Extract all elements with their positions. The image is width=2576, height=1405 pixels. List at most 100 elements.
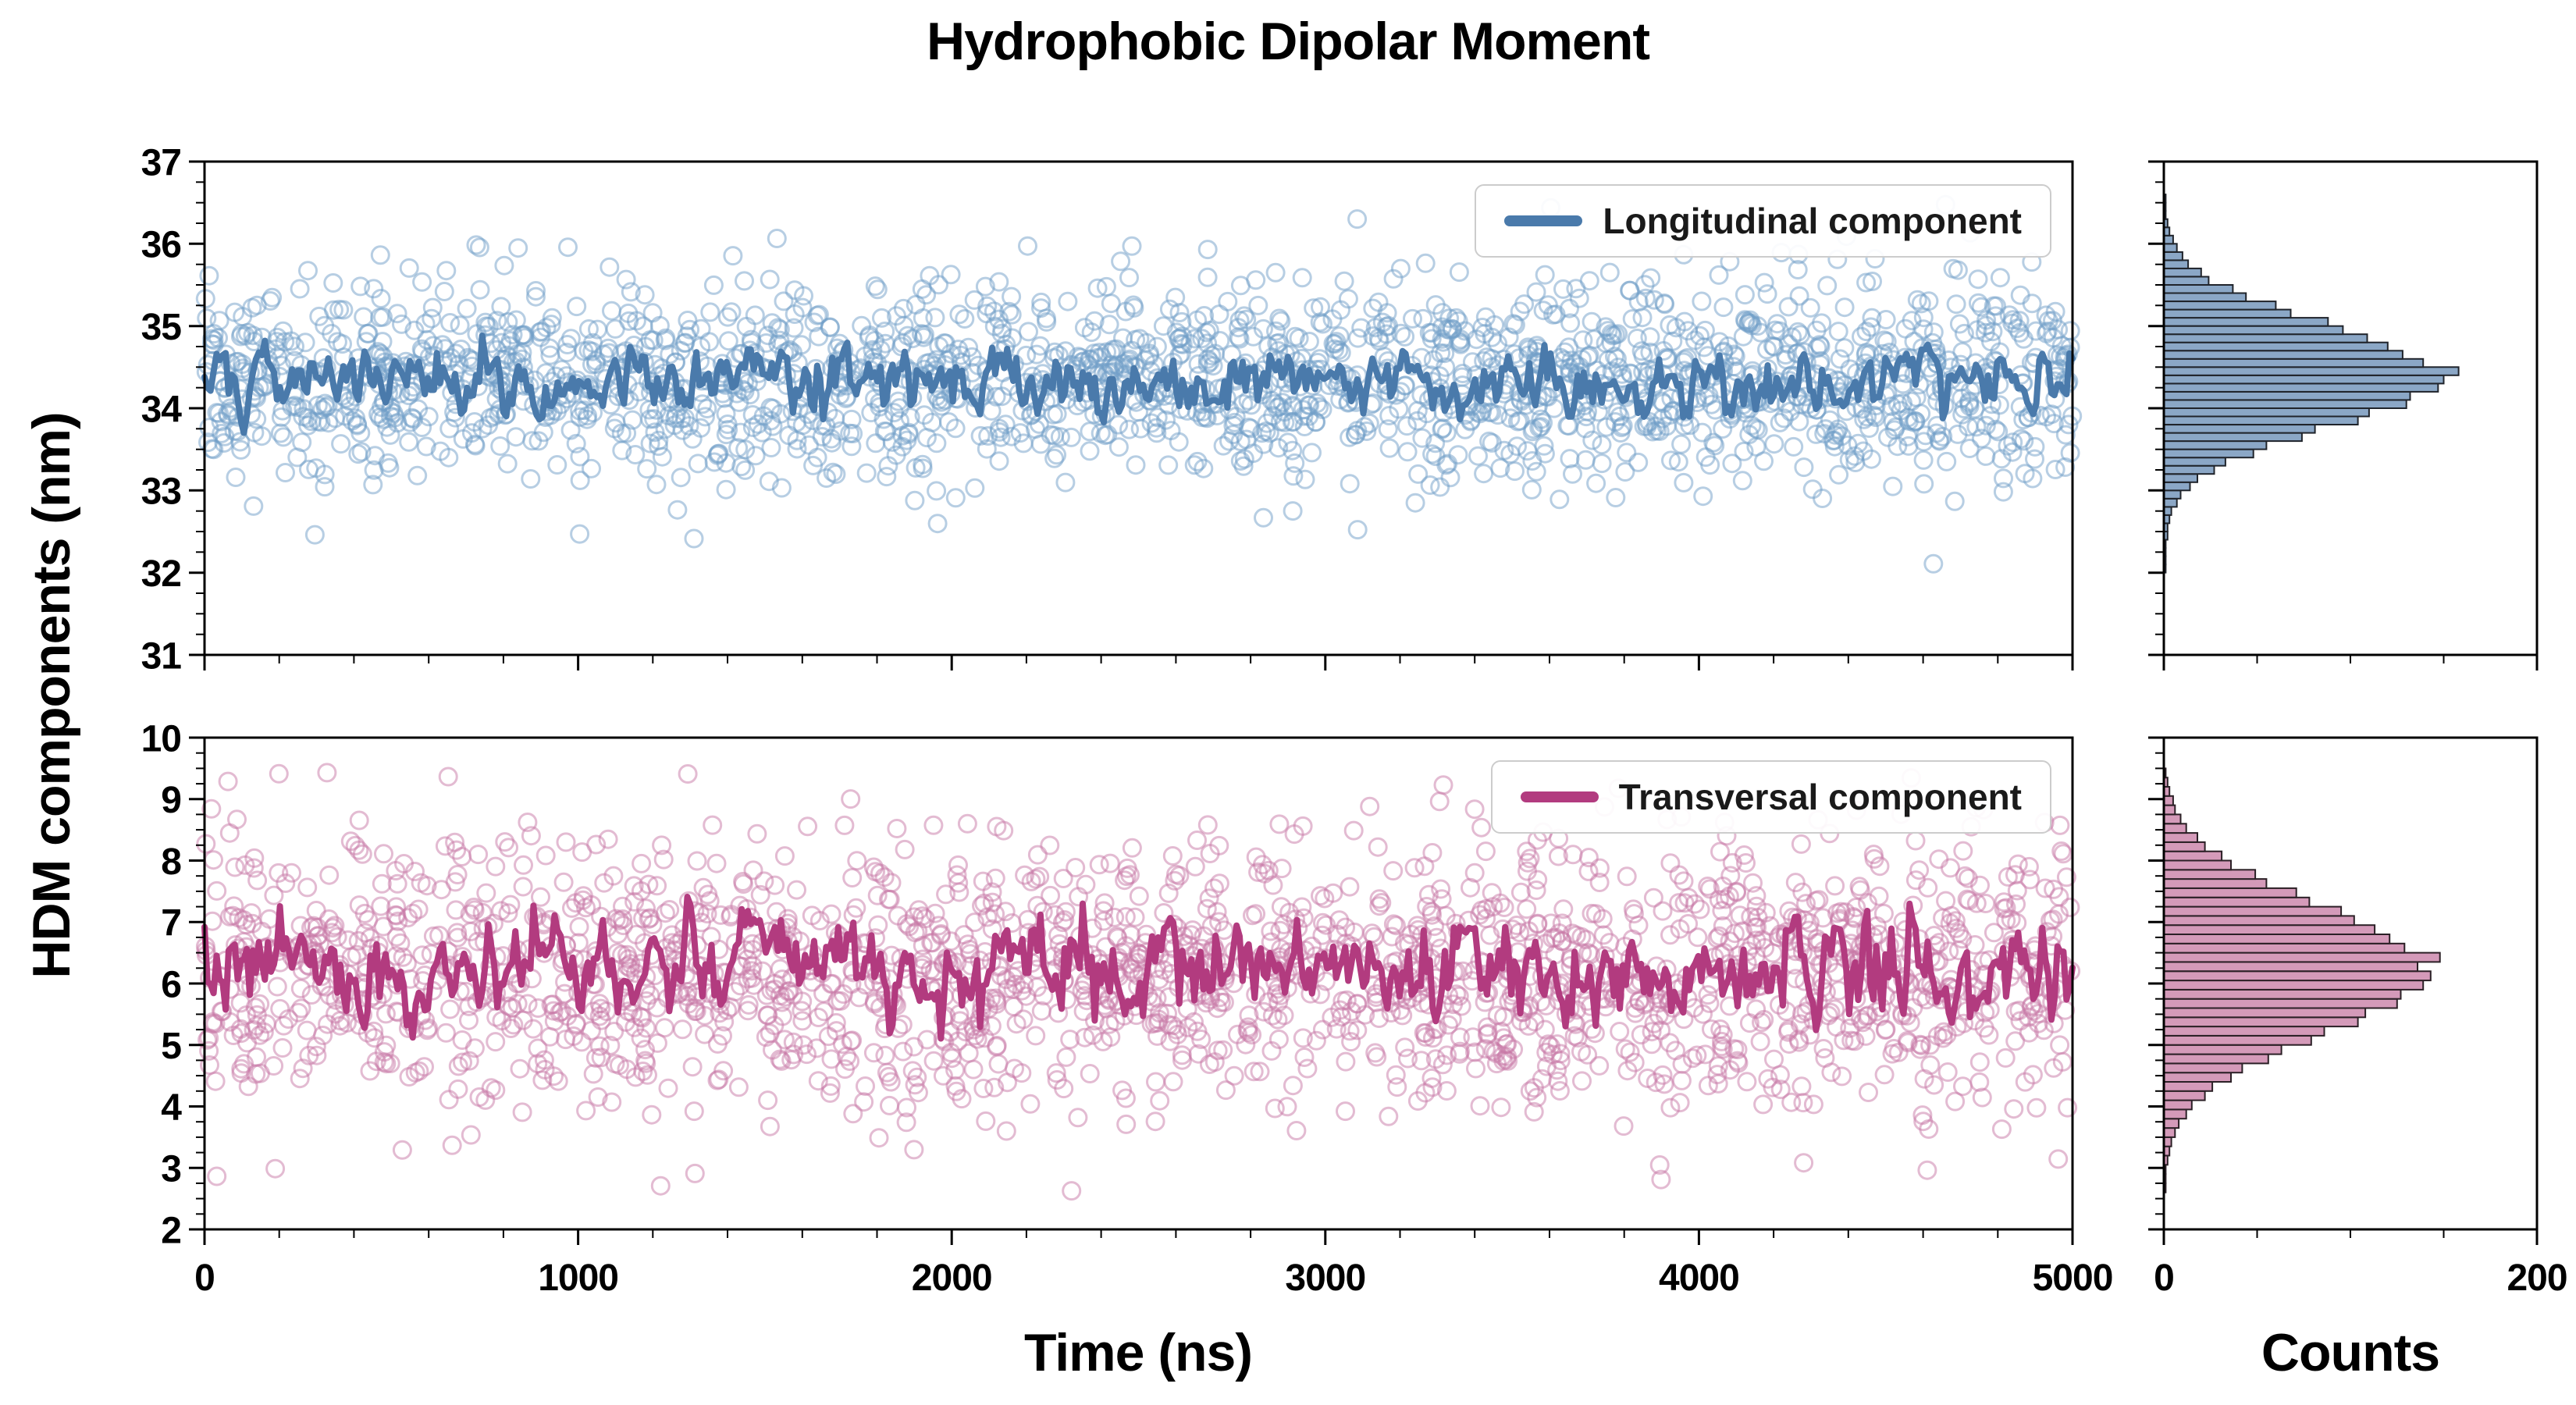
scatter-point (654, 1018, 674, 1038)
hist-bar (2163, 432, 2303, 443)
scatter-point (906, 457, 926, 478)
scatter-point (435, 836, 455, 856)
scatter-point (1201, 346, 1222, 366)
scatter-point (1927, 415, 1948, 436)
y-axis-transversal: 2 3 4 5 6 7 8 9 10 (141, 718, 2164, 1251)
scatter-point (327, 927, 347, 947)
scatter-point (2011, 429, 2031, 449)
scatter-point (605, 1054, 625, 1074)
scatter-point (1066, 858, 1086, 877)
scatter-point (1707, 1065, 1727, 1085)
scatter-point (1294, 417, 1315, 436)
scatter-point (809, 304, 829, 325)
scatter-point (506, 427, 526, 447)
scatter-point (613, 896, 632, 916)
scatter-point (1267, 397, 1287, 418)
scatter-point (655, 903, 675, 923)
scatter-point (1449, 262, 1469, 283)
scatter-point (820, 317, 840, 337)
scatter-point (1528, 870, 1548, 890)
scatter-point (1248, 295, 1268, 315)
scatter-point (2008, 854, 2028, 874)
hist-bar (2163, 267, 2202, 278)
scatter-point (1185, 856, 1205, 877)
scatter-point (562, 898, 582, 918)
scatter-point (570, 407, 590, 427)
scatter-point (1716, 889, 1735, 909)
scatter-point (1722, 852, 1742, 873)
hist-bar (2163, 878, 2268, 889)
hist-bar (2163, 915, 2355, 927)
scatter-point (1374, 347, 1394, 367)
scatter-point (1627, 329, 1647, 348)
scatter-point (412, 418, 432, 437)
hist-bar (2163, 473, 2198, 483)
scatter-point (1525, 1012, 1545, 1032)
scatter-point (1340, 1021, 1360, 1041)
legend-label-longitudinal: Longitudinal component (1603, 201, 2022, 241)
scatter-point (415, 314, 436, 334)
scatter-point (698, 884, 718, 905)
scatter-point (1168, 1024, 1187, 1044)
scatter-point (1269, 308, 1290, 329)
scatter-point (589, 1036, 610, 1056)
scatter-point (1463, 1027, 1483, 1048)
scatter-point (904, 1140, 924, 1160)
scatter-point (1606, 488, 1626, 507)
scatter-point (1947, 1017, 1967, 1037)
scatter-point (1829, 464, 1849, 485)
scatter-point (1518, 1016, 1539, 1036)
scatter-point (1569, 288, 1589, 308)
scatter-point (631, 1007, 650, 1027)
scatter-point (945, 488, 966, 508)
scatter-point (1272, 393, 1293, 413)
scatter-point (1208, 998, 1227, 1019)
scatter-point (1271, 897, 1291, 917)
scatter-point (1649, 1155, 1670, 1175)
scatter-point (758, 1090, 778, 1111)
scatter-point (1430, 477, 1450, 497)
scatter-point (536, 318, 557, 338)
scatter-point (644, 409, 664, 429)
scatter-point (1642, 1022, 1662, 1042)
tick-label: 32 (141, 553, 181, 595)
scatter-point (854, 1092, 874, 1112)
scatter-point (1172, 1050, 1192, 1070)
hist-bar (2163, 366, 2460, 376)
scatter-point (475, 312, 496, 333)
scatter-point (1976, 964, 1996, 984)
scatter-point (469, 1087, 489, 1107)
scatter-point (1187, 451, 1208, 471)
scatter-point (879, 1066, 898, 1087)
scatter-point (1341, 1032, 1361, 1052)
hist-bar (2163, 489, 2182, 500)
scatter-point (322, 323, 342, 343)
scatter-point (1177, 999, 1197, 1019)
scatter-point (1610, 1022, 1630, 1041)
scatter-point (831, 421, 851, 441)
scatter-point (436, 261, 457, 281)
scatter-point (1159, 299, 1179, 319)
scatter-point (535, 845, 556, 866)
scatter-point (869, 1128, 889, 1148)
scatter-point (1499, 327, 1519, 347)
tick-label: 10 (141, 718, 181, 759)
scatter-point (299, 1045, 319, 1065)
panel-longitudinal: 31 32 33 34 35 36 37 (141, 142, 2539, 677)
scatter-point (1215, 970, 1235, 991)
scatter-point (1141, 413, 1162, 433)
scatter-point (1047, 1070, 1067, 1090)
scatter-point (1461, 877, 1480, 898)
scatter-point (199, 1028, 219, 1048)
scatter-point (1417, 404, 1437, 424)
scatter-point (1856, 272, 1877, 293)
hist-bar (2163, 934, 2391, 944)
scatter-point (1075, 1027, 1095, 1048)
scatter-point (1991, 449, 2012, 469)
scatter-point (358, 910, 379, 930)
scatter-point (909, 900, 929, 920)
scatter-point (1420, 475, 1440, 495)
scatter-point (598, 829, 618, 849)
legend-transversal: Transversal component (1490, 760, 2051, 834)
scatter-point (1027, 895, 1048, 916)
